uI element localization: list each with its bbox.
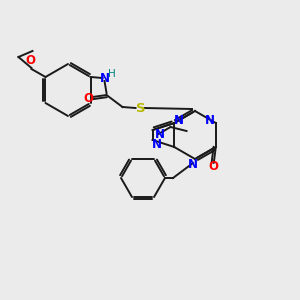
Text: N: N	[174, 113, 184, 127]
Text: N: N	[100, 71, 110, 85]
Text: O: O	[26, 54, 35, 67]
Text: N: N	[152, 139, 161, 152]
Text: O: O	[209, 160, 219, 173]
Text: N: N	[205, 113, 215, 127]
Text: N: N	[154, 128, 164, 140]
Text: N: N	[188, 158, 198, 172]
Text: S: S	[136, 103, 145, 116]
Text: H: H	[108, 69, 116, 79]
Text: O: O	[83, 92, 94, 104]
